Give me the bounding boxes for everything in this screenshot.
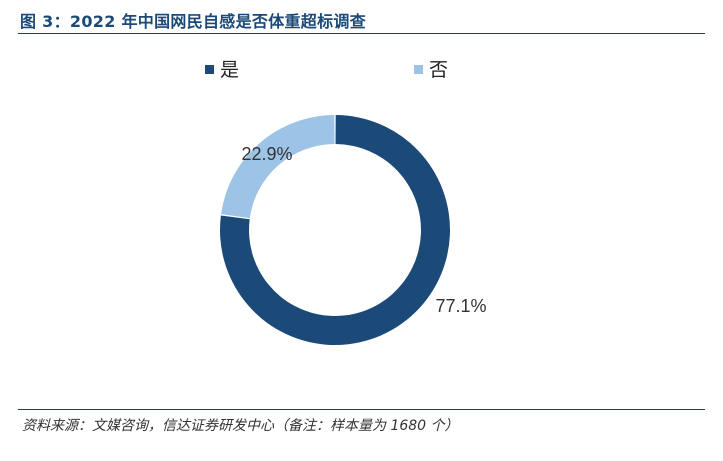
figure-title: 图 3：2022 年中国网民自感是否体重超标调查 (20, 12, 367, 31)
data-label-2: 22.9% (241, 144, 292, 164)
data-labels: 77.1% 22.9% (241, 144, 486, 316)
legend-swatch-1 (205, 65, 214, 74)
donut-slice-2 (221, 115, 335, 219)
data-label-1: 77.1% (435, 296, 486, 316)
legend-label-2: 否 (429, 59, 448, 81)
source-note: 资料来源：文媒咨询，信达证券研发中心（备注：样本量为 1680 个） (22, 418, 459, 434)
legend-swatch-2 (414, 65, 423, 74)
legend-label-1: 是 (220, 59, 239, 81)
source-divider (18, 409, 705, 410)
donut-slices (220, 115, 450, 345)
title-divider (18, 33, 705, 34)
chart-legend: 是否 (205, 59, 448, 81)
